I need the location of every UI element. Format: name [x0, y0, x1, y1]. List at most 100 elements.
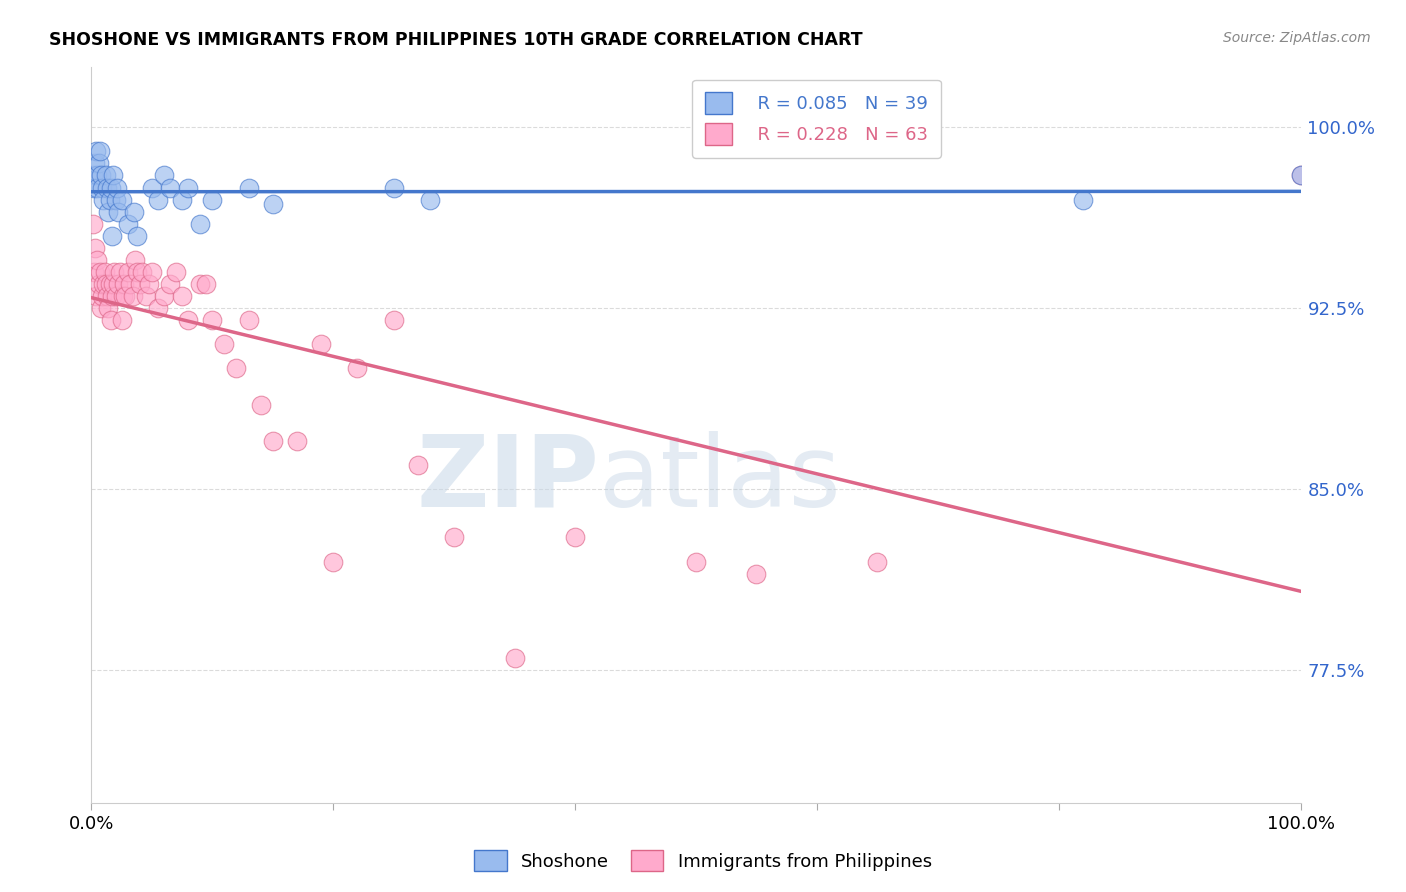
- Point: [201, 313, 224, 327]
- Point: [111, 193, 132, 207]
- Point: [101, 289, 124, 303]
- Point: [249, 398, 271, 412]
- Point: [96, 289, 118, 303]
- Point: [564, 530, 586, 544]
- Point: [262, 197, 284, 211]
- Point: [105, 180, 128, 194]
- Point: [101, 277, 124, 291]
- Point: [94, 169, 117, 183]
- Point: [98, 193, 121, 207]
- Point: [159, 180, 181, 194]
- Point: [90, 169, 112, 183]
- Point: [159, 277, 181, 291]
- Point: [117, 265, 139, 279]
- Point: [86, 169, 108, 183]
- Point: [100, 313, 122, 327]
- Point: [443, 530, 465, 544]
- Point: [685, 555, 707, 569]
- Point: [195, 277, 218, 291]
- Point: [1289, 169, 1312, 183]
- Point: [382, 313, 405, 327]
- Point: [100, 180, 122, 194]
- Point: [84, 241, 107, 255]
- Point: [111, 289, 134, 303]
- Point: [94, 277, 117, 291]
- Point: [122, 204, 145, 219]
- Point: [225, 361, 247, 376]
- Point: [104, 289, 127, 303]
- Point: [93, 277, 115, 291]
- Point: [91, 289, 114, 303]
- Point: [146, 301, 169, 315]
- Legend:   R = 0.085   N = 39,   R = 0.228   N = 63: R = 0.085 N = 39, R = 0.228 N = 63: [692, 79, 941, 158]
- Point: [201, 193, 224, 207]
- Point: [87, 277, 110, 291]
- Point: [98, 277, 121, 291]
- Point: [141, 180, 163, 194]
- Point: [120, 277, 142, 291]
- Point: [128, 277, 150, 291]
- Point: [127, 228, 149, 243]
- Text: ZIP: ZIP: [416, 431, 599, 527]
- Point: [165, 265, 187, 279]
- Point: [153, 289, 176, 303]
- Point: [172, 289, 194, 303]
- Point: [114, 289, 136, 303]
- Point: [103, 265, 125, 279]
- Point: [745, 566, 768, 581]
- Point: [110, 265, 132, 279]
- Point: [87, 156, 110, 170]
- Point: [84, 289, 107, 303]
- Point: [121, 289, 143, 303]
- Point: [101, 169, 124, 183]
- Text: atlas: atlas: [599, 431, 841, 527]
- Point: [177, 180, 200, 194]
- Point: [93, 193, 115, 207]
- Point: [146, 193, 169, 207]
- Point: [131, 265, 153, 279]
- Point: [86, 252, 108, 267]
- Point: [90, 301, 112, 315]
- Text: Source: ZipAtlas.com: Source: ZipAtlas.com: [1223, 31, 1371, 45]
- Point: [111, 313, 132, 327]
- Point: [82, 169, 104, 183]
- Point: [866, 555, 889, 569]
- Point: [285, 434, 308, 448]
- Point: [107, 277, 129, 291]
- Point: [84, 156, 107, 170]
- Point: [117, 217, 139, 231]
- Point: [309, 337, 332, 351]
- Point: [177, 313, 200, 327]
- Point: [188, 217, 211, 231]
- Point: [382, 180, 405, 194]
- Point: [322, 555, 344, 569]
- Point: [84, 145, 107, 159]
- Point: [141, 265, 163, 279]
- Point: [93, 265, 115, 279]
- Point: [96, 180, 118, 194]
- Point: [238, 180, 260, 194]
- Point: [1289, 169, 1312, 183]
- Point: [97, 301, 120, 315]
- Point: [97, 204, 120, 219]
- Point: [112, 277, 135, 291]
- Point: [262, 434, 284, 448]
- Legend: Shoshone, Immigrants from Philippines: Shoshone, Immigrants from Philippines: [467, 843, 939, 879]
- Point: [107, 204, 129, 219]
- Point: [214, 337, 236, 351]
- Point: [101, 228, 124, 243]
- Point: [172, 193, 194, 207]
- Point: [104, 193, 127, 207]
- Point: [127, 265, 149, 279]
- Point: [238, 313, 260, 327]
- Point: [346, 361, 368, 376]
- Point: [89, 145, 111, 159]
- Point: [153, 169, 176, 183]
- Point: [503, 651, 526, 665]
- Point: [83, 180, 105, 194]
- Point: [406, 458, 429, 472]
- Point: [82, 217, 104, 231]
- Text: SHOSHONE VS IMMIGRANTS FROM PHILIPPINES 10TH GRADE CORRELATION CHART: SHOSHONE VS IMMIGRANTS FROM PHILIPPINES …: [49, 31, 863, 49]
- Point: [188, 277, 211, 291]
- Point: [124, 252, 146, 267]
